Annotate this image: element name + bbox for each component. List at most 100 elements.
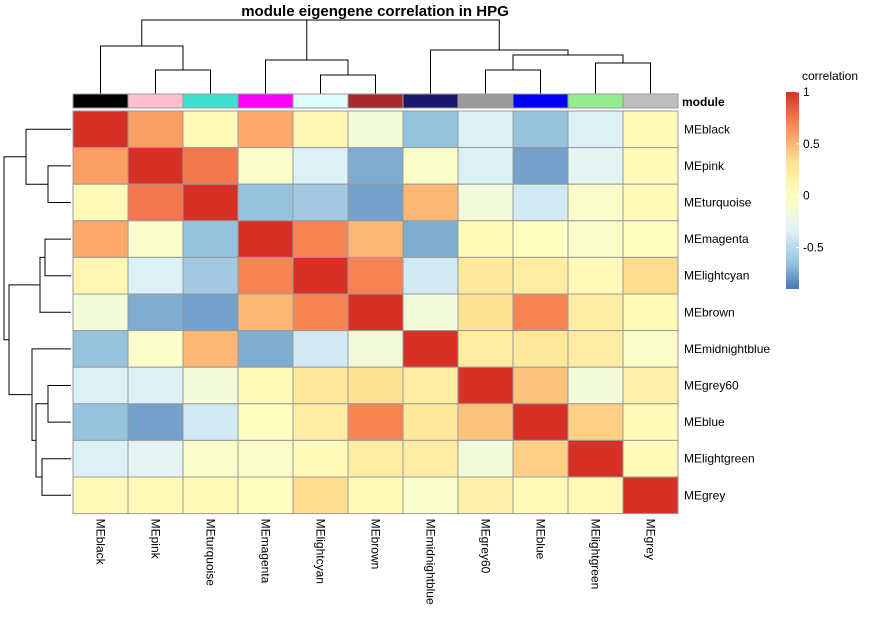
heatmap-cell [127, 147, 184, 185]
heatmap-cell [402, 330, 459, 368]
heatmap-cell [292, 220, 349, 258]
heatmap-cell [622, 293, 679, 332]
heatmap-cell [182, 293, 239, 332]
heatmap-cell [402, 110, 459, 149]
dendrogram-branch [485, 69, 541, 94]
annotation-swatch [237, 93, 294, 109]
heatmap-cell [182, 147, 239, 185]
heatmap-cell [622, 110, 679, 149]
heatmap-cell [622, 366, 679, 405]
heatmap-cell [512, 403, 569, 441]
heatmap-cell [402, 293, 459, 332]
heatmap-cell [622, 220, 679, 258]
heatmap-cell [72, 147, 129, 185]
row-dendrogram [3, 128, 71, 496]
heatmap-cell [292, 110, 349, 149]
heatmap-cell [237, 439, 294, 478]
heatmap-cell [457, 147, 514, 185]
heatmap-cell [182, 403, 239, 441]
heatmap-cell [622, 403, 679, 441]
heatmap-cell [402, 366, 459, 405]
column-labels: MEblack MEpink MEturquoise MEmagenta MElight… [94, 519, 658, 605]
heatmap-cell [237, 147, 294, 185]
heatmap-cell [622, 256, 679, 295]
heatmap-cell [402, 476, 459, 515]
heatmap-cell [402, 147, 459, 185]
heatmap-cell [292, 256, 349, 295]
dendrogram-branch [155, 69, 211, 94]
column-label: MEgrey [644, 519, 658, 560]
dendrogram-branch [141, 19, 308, 60]
heatmap-cell [72, 439, 129, 478]
heatmap-cell [622, 147, 679, 185]
dendrogram-branch [44, 238, 71, 277]
heatmap-cell [292, 183, 349, 222]
heatmap-cell [347, 293, 404, 332]
heatmap-cell [567, 256, 624, 295]
heatmap-cell [347, 366, 404, 405]
legend-ticks: 1 0.5 0 -0.5 [796, 85, 824, 255]
heatmap-cell [182, 366, 239, 405]
heatmap-cell [567, 147, 624, 185]
heatmap-cell [512, 183, 569, 222]
dendrogram-branch [3, 156, 26, 341]
heatmap-cell [292, 476, 349, 515]
annotation-swatch [622, 93, 679, 109]
heatmap-cell [347, 330, 404, 368]
row-label: MEgrey [684, 488, 725, 502]
column-dendrogram [100, 19, 651, 94]
heatmap-cell [292, 439, 349, 478]
row-label: MEblack [684, 122, 731, 136]
annotation-swatch [512, 93, 569, 109]
heatmap-cell [72, 366, 129, 405]
column-label: MEmidnightblue [424, 519, 438, 605]
heatmap-cell [567, 330, 624, 368]
heatmap-cell [72, 476, 129, 515]
row-label: MEgrey60 [684, 379, 739, 393]
heatmap-cell [457, 183, 514, 222]
heatmap-cell [512, 220, 569, 258]
heatmap-cell [457, 366, 514, 405]
heatmap-cell [127, 220, 184, 258]
annotation-swatch [72, 93, 129, 109]
heatmap-cell [567, 110, 624, 149]
heatmap-cell [567, 220, 624, 258]
heatmap-cell [512, 256, 569, 295]
heatmap-cell [402, 183, 459, 222]
row-label: MEmagenta [684, 232, 749, 246]
heatmap-cell [127, 403, 184, 441]
annotation-swatch [402, 93, 459, 109]
heatmap-cell [72, 256, 129, 295]
heatmap-cell [127, 256, 184, 295]
heatmap-cell [292, 330, 349, 368]
legend-tick-label: -0.5 [803, 241, 824, 255]
heatmap-cell [567, 439, 624, 478]
heatmap-cell [512, 110, 569, 149]
heatmap-cell [237, 220, 294, 258]
legend-tick-label: 0.5 [803, 137, 820, 151]
row-label: MElightgreen [684, 452, 755, 466]
heatmap-cell [127, 439, 184, 478]
heatmap-cell [182, 110, 239, 149]
row-label: MElightcyan [684, 269, 749, 283]
column-label: MEgrey60 [479, 519, 493, 574]
heatmap-cell [292, 403, 349, 441]
annotation-swatch [567, 93, 624, 109]
heatmap-cell [402, 439, 459, 478]
legend-tick-label: 1 [803, 85, 810, 99]
heatmap-cell [292, 293, 349, 332]
annotation-swatch [182, 93, 239, 109]
heatmap-cell [622, 183, 679, 222]
dendrogram-branch [320, 74, 376, 94]
legend-title: correlation [802, 69, 858, 83]
heatmap-cell [402, 220, 459, 258]
column-label: MEblack [94, 519, 108, 566]
heatmap-cell [457, 256, 514, 295]
column-label: MEbrown [369, 519, 383, 570]
heatmap-cell [567, 183, 624, 222]
heatmap-cell [127, 476, 184, 515]
heatmap-cell [457, 293, 514, 332]
heatmap-cell [237, 183, 294, 222]
dendrogram-branch [41, 458, 71, 496]
dendrogram-branch [47, 165, 71, 203]
